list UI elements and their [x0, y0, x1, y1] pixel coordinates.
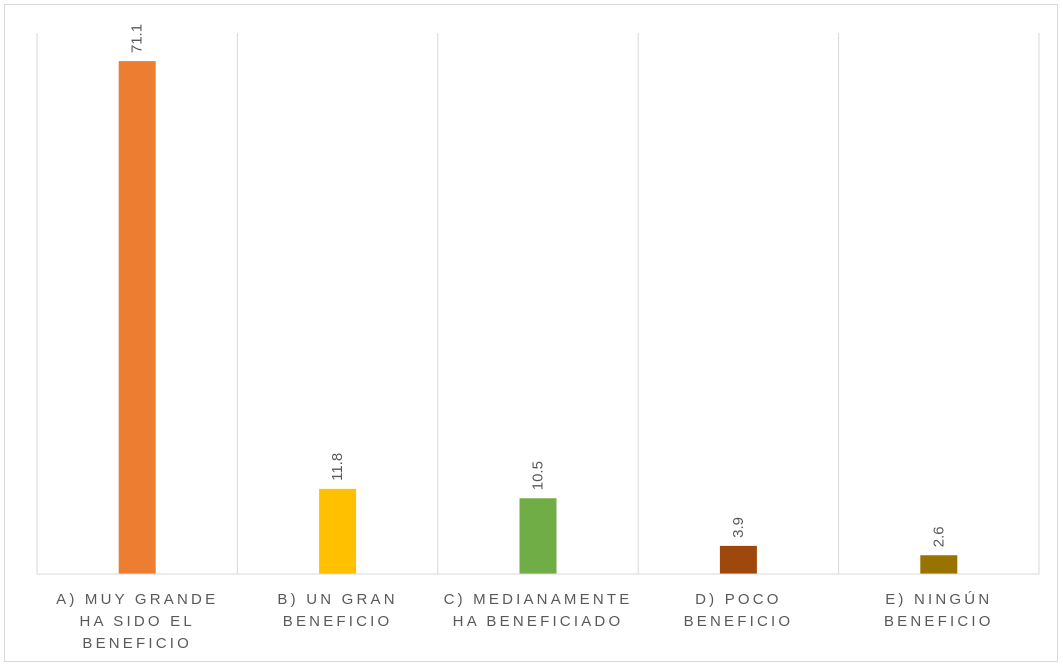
bar	[920, 555, 958, 574]
category-label: BENEFICIO	[82, 635, 192, 652]
bar	[519, 498, 557, 574]
data-label: 71.1	[129, 24, 146, 53]
category-label: C) MEDIANAMENTE	[444, 591, 633, 608]
bar	[719, 545, 757, 574]
category-labels: A) MUY GRANDE HA SIDO EL BENEFICIO B) UN GR…	[56, 591, 994, 652]
category-label: HA SIDO EL	[80, 613, 195, 630]
bar	[118, 61, 156, 574]
data-label: 11.8	[329, 453, 346, 481]
category-label: D) POCO	[695, 591, 782, 608]
data-label: 3.9	[730, 517, 747, 538]
category-label: E) NINGÚN	[885, 591, 992, 608]
category-label: HA BENEFICIADO	[453, 613, 624, 630]
category-label: BENEFICIO	[684, 613, 794, 630]
data-label: 10.5	[530, 461, 547, 490]
category-label: B) UN GRAN	[277, 591, 397, 608]
category-label: BENEFICIO	[283, 613, 393, 630]
category-label: BENEFICIO	[884, 613, 994, 630]
category-gridlines	[36, 33, 1040, 574]
category-label: A) MUY GRANDE	[56, 591, 218, 608]
bars	[118, 61, 958, 574]
bar	[319, 488, 357, 574]
data-label: 2.6	[930, 526, 947, 547]
data-labels: 71.1 11.8 10.5 3.9 2.6	[129, 24, 948, 547]
